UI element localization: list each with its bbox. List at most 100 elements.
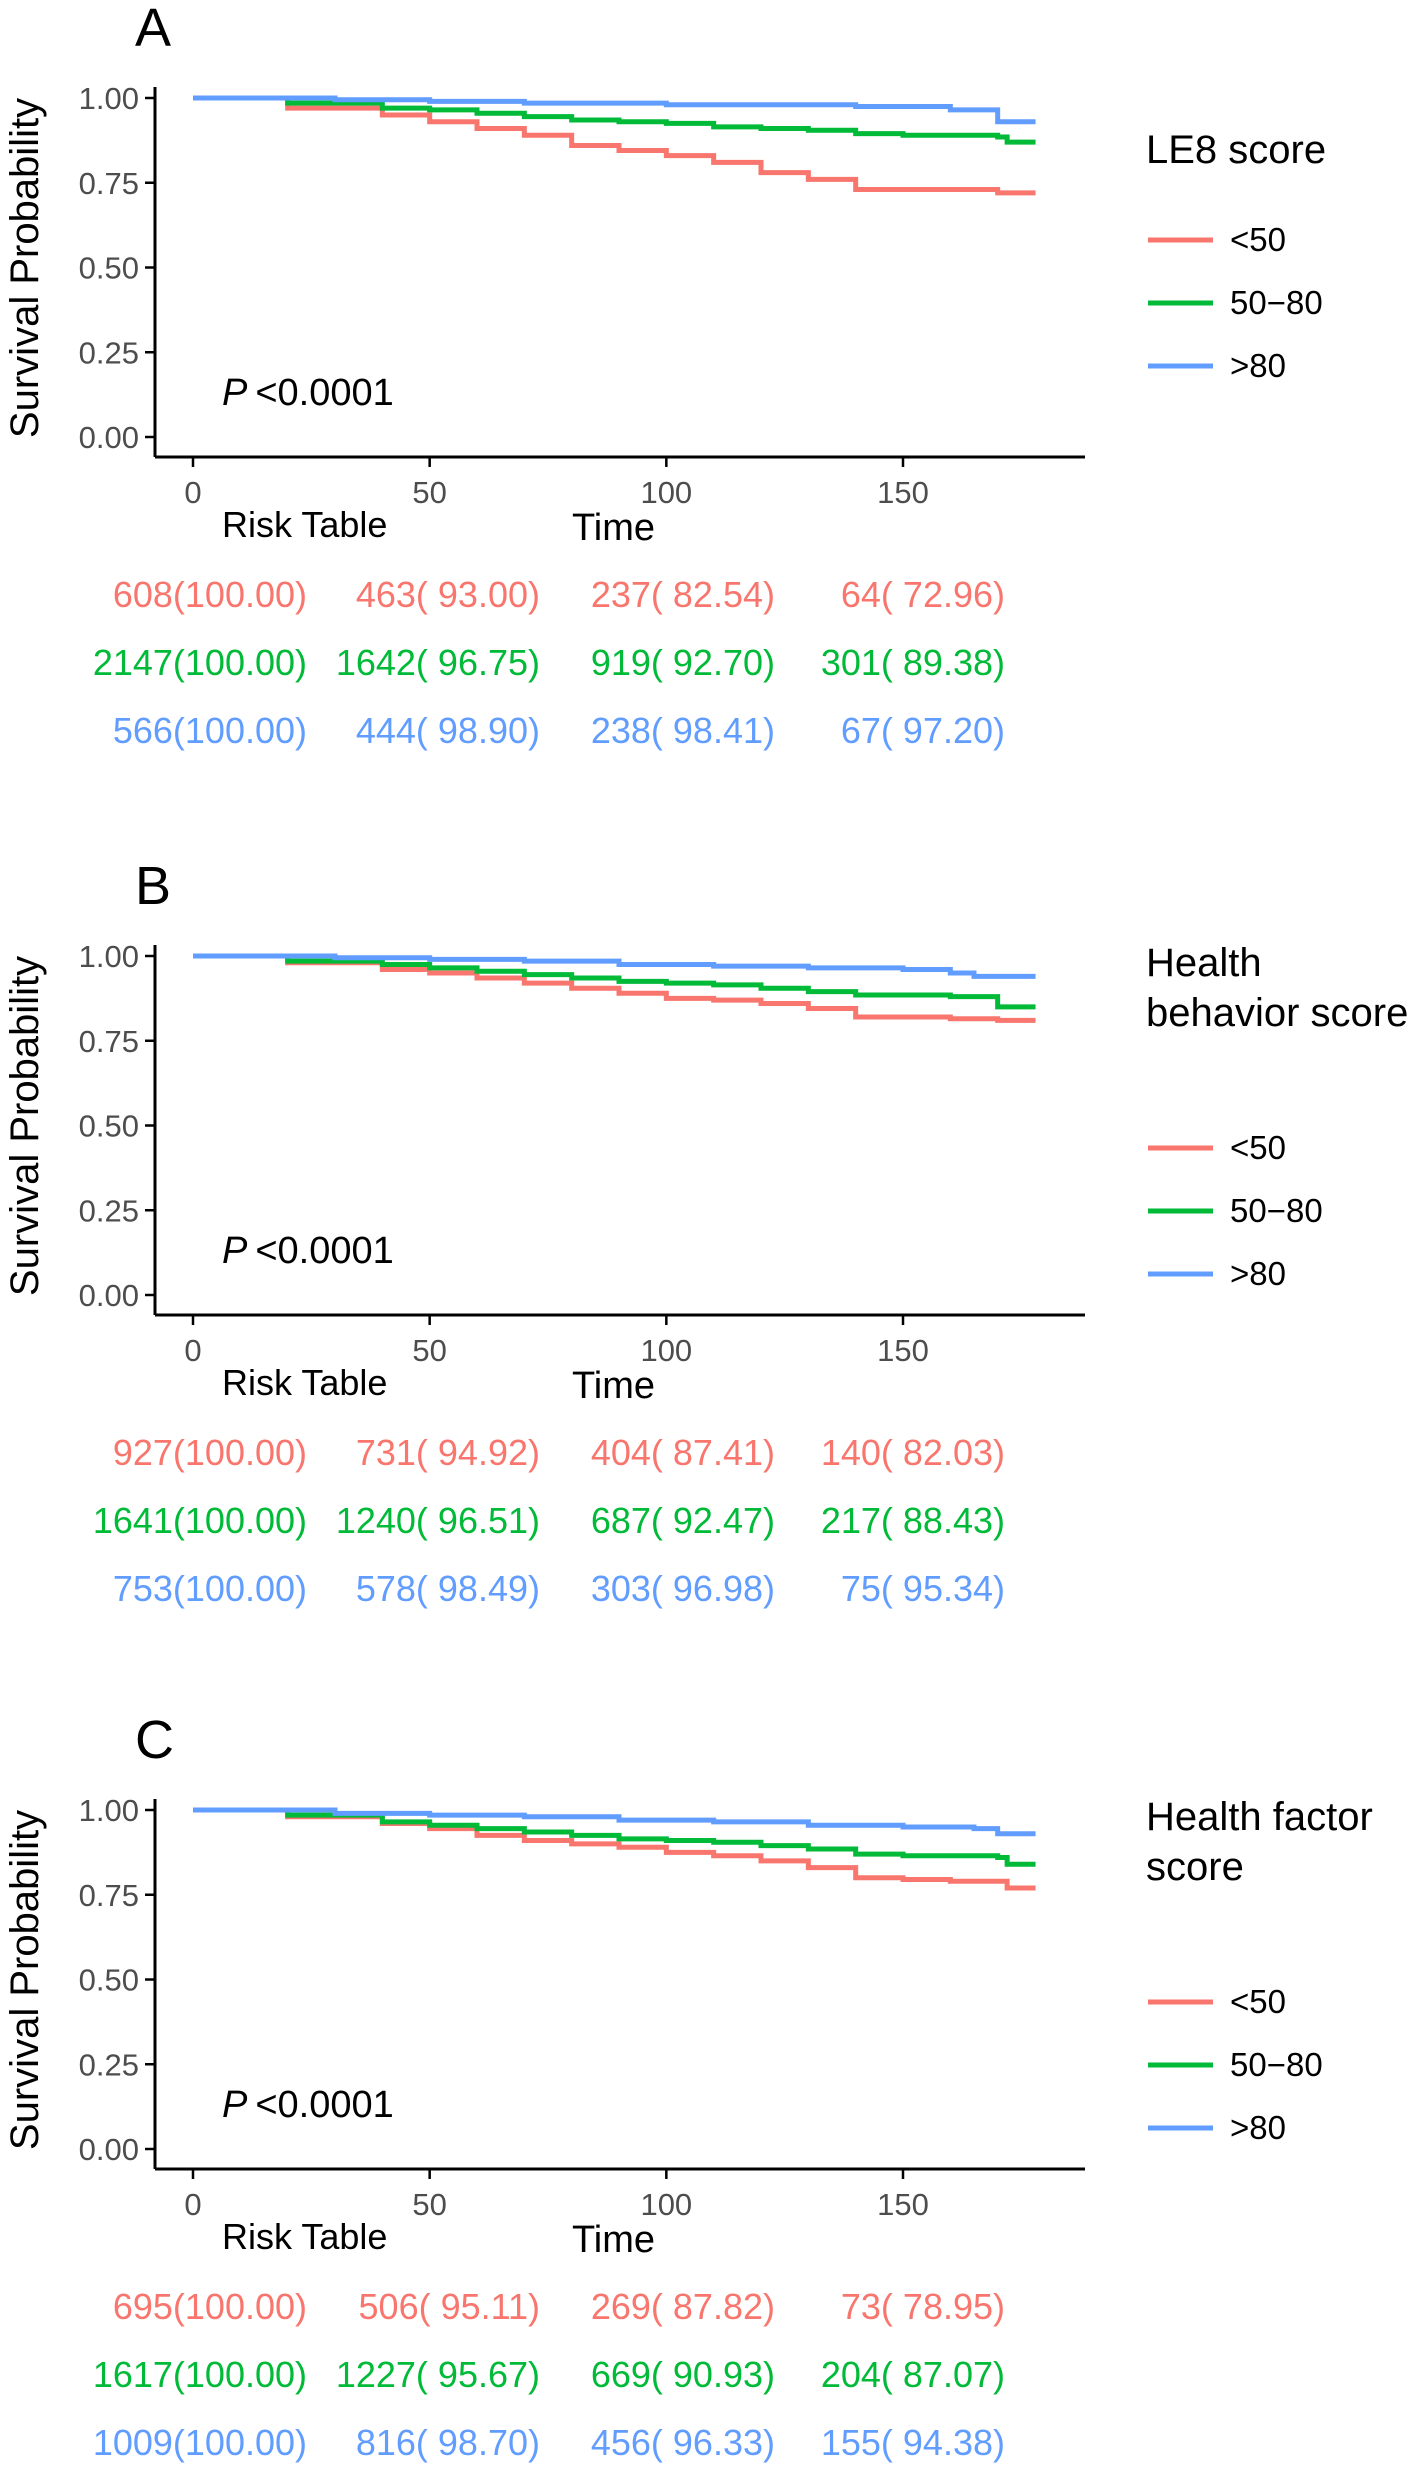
panel-c-x-tick-label: 100 <box>640 2187 692 2222</box>
panel-b-legend-label-gt80: >80 <box>1230 1255 1286 1292</box>
panel-c-legend-title-line: Health factor <box>1146 1795 1373 1839</box>
panel-b-risk-cell-gt80-50: 578( 98.49) <box>356 1568 540 1609</box>
panel-a-risk-cell-lt50-150: 64( 72.96) <box>841 574 1005 615</box>
panel-a-curve-lt50 <box>193 95 1036 196</box>
panel-b-y-tick-label: 0.25 <box>79 1193 139 1228</box>
panel-b-x-tick-label: 150 <box>877 1333 929 1368</box>
panel-c-risk-cell-lt50-0: 695(100.00) <box>113 2286 307 2327</box>
panel-a-letter: A <box>135 0 171 58</box>
panel-b-y-tick-label: 0.00 <box>79 1278 139 1313</box>
panel-b-legend-label-mid: 50−80 <box>1230 1192 1323 1229</box>
panel-a-y-tick-label: 1.00 <box>79 81 139 116</box>
panel-b-curve-mid <box>193 953 1036 1010</box>
panel-a-risk-cell-gt80-50: 444( 98.90) <box>356 710 540 751</box>
panel-c-risk-cell-mid-0: 1617(100.00) <box>93 2354 307 2395</box>
panel-b-y-axis-label: Survival Probability <box>3 956 47 1296</box>
panel-b-x-tick-label: 100 <box>640 1333 692 1368</box>
panel-b-x-tick-label: 50 <box>412 1333 446 1368</box>
panel-c-risk-cell-mid-50: 1227( 95.67) <box>336 2354 540 2395</box>
panel-c-risk-table-label: Risk Table <box>222 2216 387 2257</box>
panel-a-y-tick-label: 0.75 <box>79 166 139 201</box>
panel-a-x-tick-label: 150 <box>877 475 929 510</box>
panel-a-risk-cell-mid-100: 919( 92.70) <box>591 642 775 683</box>
panel-a-risk-table-label: Risk Table <box>222 504 387 545</box>
panel-a-risk-cell-lt50-0: 608(100.00) <box>113 574 307 615</box>
panel-b-legend-title-line: behavior score <box>1146 991 1408 1035</box>
panel-b-risk-cell-gt80-150: 75( 95.34) <box>841 1568 1005 1609</box>
panel-a-y-tick-label: 0.00 <box>79 420 139 455</box>
panel-c-y-tick-label: 1.00 <box>79 1793 139 1828</box>
panel-a-p-value: P <0.0001 <box>222 372 394 414</box>
panel-b-curve-gt80 <box>193 953 1036 979</box>
panel-c-y-tick-label: 0.50 <box>79 1963 139 1998</box>
panel-c-risk-cell-lt50-100: 269( 87.82) <box>591 2286 775 2327</box>
panel-a-legend-title-line: LE8 score <box>1146 128 1326 172</box>
panel-c-risk-cell-gt80-0: 1009(100.00) <box>93 2422 307 2463</box>
panel-b-risk-cell-lt50-0: 927(100.00) <box>113 1432 307 1473</box>
panel-c-curve-gt80 <box>193 1807 1036 1837</box>
panel-b-y-tick-label: 0.75 <box>79 1024 139 1059</box>
panel-b-y-tick-label: 1.00 <box>79 939 139 974</box>
panel-a-x-tick-label: 0 <box>184 475 201 510</box>
panel-c-y-tick-label: 0.75 <box>79 1878 139 1913</box>
panel-a-risk-cell-lt50-100: 237( 82.54) <box>591 574 775 615</box>
panel-a-y-axis-label: Survival Probability <box>3 98 47 438</box>
panel-a-x-tick-label: 100 <box>640 475 692 510</box>
panel-c-y-axis-label: Survival Probability <box>3 1810 47 2150</box>
panel-a-curve-gt80 <box>193 95 1036 125</box>
panel-c-letter: C <box>135 1710 174 1770</box>
panel-c-legend-label-mid: 50−80 <box>1230 2046 1323 2083</box>
panel-a-risk-cell-gt80-0: 566(100.00) <box>113 710 307 751</box>
panel-b-y-tick-label: 0.50 <box>79 1109 139 1144</box>
panel-b-risk-cell-mid-0: 1641(100.00) <box>93 1500 307 1541</box>
panel-a-y-tick-label: 0.50 <box>79 251 139 286</box>
panel-b-risk-cell-gt80-100: 303( 96.98) <box>591 1568 775 1609</box>
panel-b-risk-cell-lt50-100: 404( 87.41) <box>591 1432 775 1473</box>
panel-c-legend-title-line: score <box>1146 1845 1244 1889</box>
panel-c-legend-label-lt50: <50 <box>1230 1983 1286 2020</box>
panel-b-risk-cell-mid-100: 687( 92.47) <box>591 1500 775 1541</box>
panel-b-risk-cell-lt50-50: 731( 94.92) <box>356 1432 540 1473</box>
panel-c-curve-lt50 <box>193 1807 1036 1891</box>
panel-b-risk-table-label: Risk Table <box>222 1362 387 1403</box>
panel-c-y-tick-label: 0.00 <box>79 2132 139 2167</box>
panel-a-x-axis-label: Time <box>572 507 655 549</box>
panel-c-x-tick-label: 150 <box>877 2187 929 2222</box>
panel-a-risk-cell-mid-50: 1642( 96.75) <box>336 642 540 683</box>
panel-a-x-tick-label: 50 <box>412 475 446 510</box>
panel-b-x-axis-label: Time <box>572 1365 655 1407</box>
panel-b-risk-cell-mid-150: 217( 88.43) <box>821 1500 1005 1541</box>
panel-c-risk-cell-lt50-50: 506( 95.11) <box>359 2286 540 2327</box>
panel-a-legend-label-gt80: >80 <box>1230 347 1286 384</box>
panel-a-legend-label-mid: 50−80 <box>1230 284 1323 321</box>
panel-b-legend-title-line: Health <box>1146 941 1262 985</box>
panel-c-risk-cell-gt80-100: 456( 96.33) <box>591 2422 775 2463</box>
panel-c-x-tick-label: 50 <box>412 2187 446 2222</box>
panel-b-p-value: P <0.0001 <box>222 1230 394 1272</box>
panel-c-p-value: P <0.0001 <box>222 2084 394 2126</box>
panel-a-risk-cell-mid-150: 301( 89.38) <box>821 642 1005 683</box>
panel-b-risk-cell-lt50-150: 140( 82.03) <box>821 1432 1005 1473</box>
panel-c-y-tick-label: 0.25 <box>79 2047 139 2082</box>
panel-a-legend-label-lt50: <50 <box>1230 221 1286 258</box>
panel-b-risk-cell-gt80-0: 753(100.00) <box>113 1568 307 1609</box>
panel-c-risk-cell-lt50-150: 73( 78.95) <box>841 2286 1005 2327</box>
panel-b-risk-cell-mid-50: 1240( 96.51) <box>336 1500 540 1541</box>
panel-c-legend-label-gt80: >80 <box>1230 2109 1286 2146</box>
panel-b-legend-label-lt50: <50 <box>1230 1129 1286 1166</box>
panel-a-risk-cell-mid-0: 2147(100.00) <box>93 642 307 683</box>
panel-a-risk-cell-lt50-50: 463( 93.00) <box>356 574 540 615</box>
panel-c-risk-cell-gt80-50: 816( 98.70) <box>356 2422 540 2463</box>
panel-c-risk-cell-mid-100: 669( 90.93) <box>591 2354 775 2395</box>
panel-a-risk-cell-gt80-150: 67( 97.20) <box>841 710 1005 751</box>
panel-c-risk-cell-gt80-150: 155( 94.38) <box>821 2422 1005 2463</box>
panel-c-x-tick-label: 0 <box>184 2187 201 2222</box>
panel-c-x-axis-label: Time <box>572 2219 655 2261</box>
panel-a-risk-cell-gt80-100: 238( 98.41) <box>591 710 775 751</box>
panel-b-x-tick-label: 0 <box>184 1333 201 1368</box>
panel-b-curve-lt50 <box>193 953 1036 1023</box>
panel-a-curve-mid <box>193 95 1036 145</box>
panel-a-y-tick-label: 0.25 <box>79 335 139 370</box>
